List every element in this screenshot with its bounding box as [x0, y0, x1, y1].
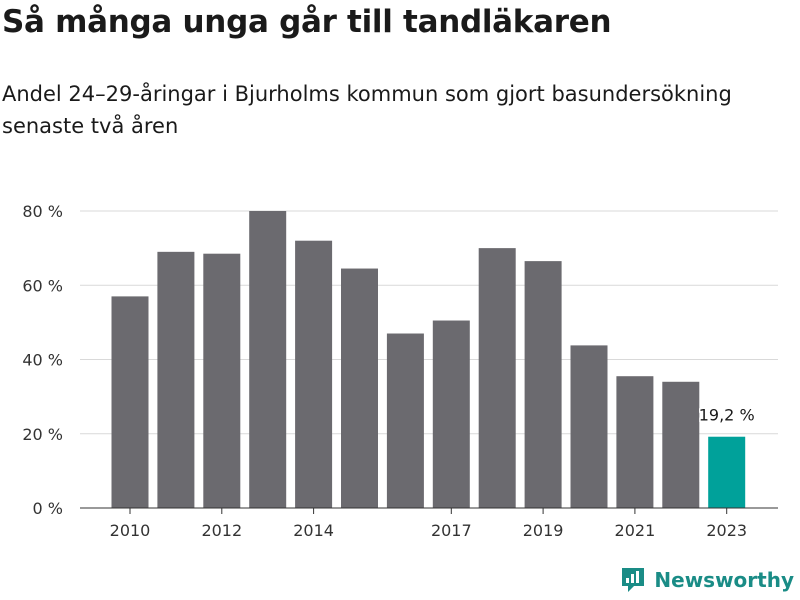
x-tick-label: 2019 — [523, 521, 564, 540]
y-tick-label: 60 % — [22, 276, 63, 295]
bar — [157, 251, 195, 508]
bar — [524, 261, 562, 508]
x-tick-label: 2010 — [110, 521, 151, 540]
bar — [570, 345, 608, 508]
y-tick-label: 0 % — [33, 499, 63, 518]
bar — [249, 211, 287, 508]
y-tick-label: 20 % — [22, 425, 63, 444]
bar — [111, 296, 149, 508]
chart-subtitle: Andel 24–29-åringar i Bjurholms kommun s… — [2, 82, 732, 138]
brand-logo[interactable]: Newsworthy — [620, 566, 794, 594]
x-tick-label: 2014 — [293, 521, 334, 540]
bar — [662, 381, 700, 508]
newsworthy-icon — [622, 568, 645, 592]
x-tick-label: 2017 — [431, 521, 472, 540]
x-tick-label: 2021 — [615, 521, 656, 540]
brand-name: Newsworthy — [654, 568, 794, 592]
y-tick-label: 80 % — [22, 202, 63, 221]
y-tick-label: 40 % — [22, 351, 63, 370]
data-label-highlight: 19,2 % — [699, 406, 755, 425]
x-tick-label: 2023 — [706, 521, 747, 540]
bar — [203, 253, 241, 508]
bar — [708, 436, 746, 508]
bar — [616, 376, 654, 508]
chart-title: Så många unga går till tandläkaren — [2, 4, 612, 40]
bar — [386, 333, 424, 508]
bar — [295, 240, 333, 508]
bar — [341, 268, 378, 508]
x-tick-label: 2012 — [201, 521, 242, 540]
bar — [432, 320, 470, 508]
bar — [478, 248, 516, 508]
